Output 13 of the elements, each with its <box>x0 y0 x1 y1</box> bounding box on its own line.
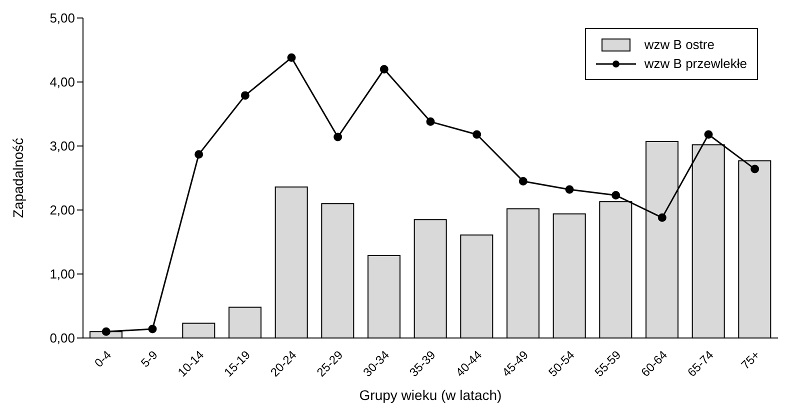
x-axis-title: Grupy wieku (w latach) <box>359 387 502 403</box>
y-tick-label: 5,00 <box>50 10 75 26</box>
y-tick-label: 0,00 <box>50 330 75 346</box>
legend-label: wzw B przewlekłe <box>644 56 747 71</box>
x-tick-label: 5-9 <box>138 348 161 370</box>
x-tick-label: 0-4 <box>92 348 114 370</box>
legend-label: wzw B ostre <box>644 37 714 52</box>
y-tick-label: 2,00 <box>50 202 75 218</box>
y-tick-label: 4,00 <box>50 74 75 90</box>
x-tick-label: 75+ <box>738 348 763 372</box>
y-tick-label: 1,00 <box>50 266 75 282</box>
y-tick-label: 3,00 <box>50 138 75 154</box>
y-axis-title: Zapadalność <box>10 138 26 218</box>
